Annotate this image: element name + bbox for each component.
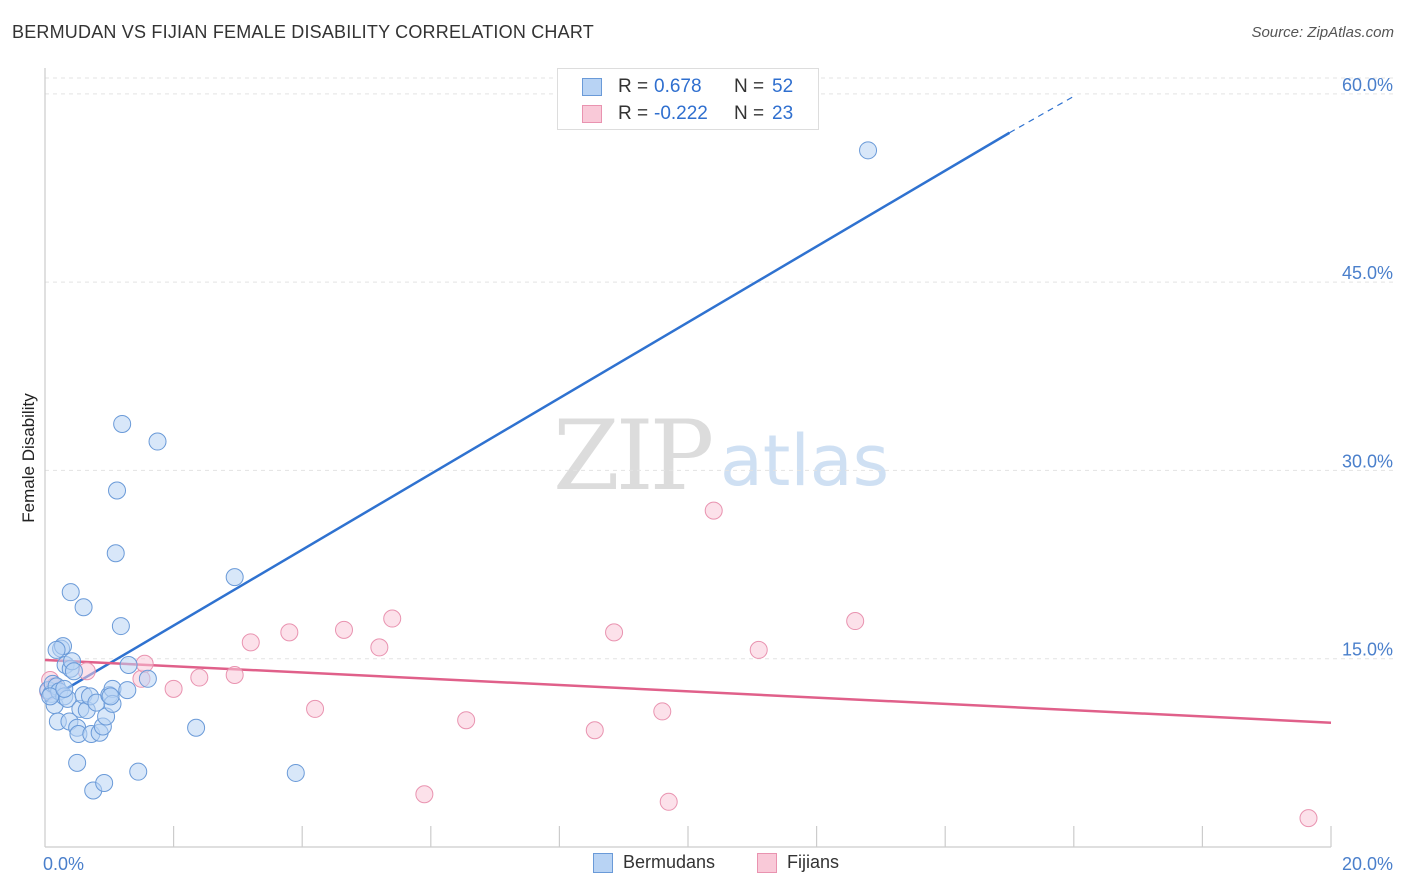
x-tick-label: 20.0% [1342,854,1393,874]
bermudan-point [111,617,130,636]
bermudans-legend-label: Bermudans [623,852,716,872]
bermudan-point [106,544,125,563]
bermudan-point [74,598,93,617]
r-label: R = [618,103,649,124]
tick-label-layer: 15.0% 30.0% 45.0% 60.0% 0.0% 20.0% [43,75,1393,874]
bermudan-trend-line [44,131,1011,703]
fijian-point [749,640,768,659]
fijians-swatch [582,105,602,123]
bermudan-point [187,718,206,737]
bermudans-legend-swatch [593,852,613,873]
chart-title: BERMUDAN VS FIJIAN FEMALE DISABILITY COR… [12,22,594,42]
fijian-point [659,792,678,811]
series-legend: Bermudans Fijians [0,852,1406,876]
fijian-point [190,668,209,687]
fijian-point [415,785,434,804]
axis-layer [44,68,1332,848]
bermudan-point [108,481,127,500]
fijian-point [704,501,723,520]
bermudan-point [47,640,66,659]
fijian-point [306,699,325,718]
fijian-point [225,666,244,685]
fijian-point [605,623,624,642]
watermark-zip: ZIP [553,400,714,512]
legend-row-fijians: R = -0.222 N = 23 [582,103,793,125]
bermudans-swatch [582,78,602,96]
bermudan-point [148,432,167,451]
fijians-legend-swatch [757,852,777,873]
bermudans-r-value: 0.678 [654,76,702,97]
fijian-point [241,633,260,652]
points-layer [39,141,1318,828]
fijians-r-value: -0.222 [654,103,708,124]
watermark-atlas: atlas [720,420,890,502]
fijian-point [383,609,402,628]
fijian-point [334,620,353,639]
bermudan-point [41,687,60,706]
fijian-point [653,702,672,721]
bermudans-n-value: 52 [772,76,794,97]
fijian-point [457,711,476,730]
n-label: N = [734,103,765,124]
source-credit: Source: ZipAtlas.com [1251,24,1394,41]
correlation-legend: R = 0.678 N = 52 R = -0.222 N = 23 [557,68,819,130]
fijians-n-value: 23 [772,103,794,124]
bermudan-point [55,679,74,698]
y-tick-label: 15.0% [1342,640,1393,660]
bermudan-trend-extension [1009,95,1075,134]
fijians-legend-label: Fijians [787,852,840,872]
bermudan-point [859,141,878,160]
y-tick-label: 45.0% [1342,263,1393,283]
fijian-point [280,623,299,642]
bermudan-point [64,662,83,681]
bermudan-point [101,687,120,706]
bermudan-point [61,583,80,602]
fijian-point [370,638,389,657]
bermudan-point [118,681,137,700]
fijian-point [164,679,183,698]
y-tick-label: 30.0% [1342,451,1393,471]
bermudan-point [129,762,148,781]
fijian-point [1299,809,1318,828]
bermudan-point [138,669,157,688]
legend-row-bermudans: R = 0.678 N = 52 [582,76,793,98]
bermudan-point [95,773,114,792]
bermudan-point [286,763,305,782]
fijian-point [846,612,865,631]
n-label: N = [734,76,765,97]
grid-layer [45,77,1395,660]
y-tick-label: 60.0% [1342,75,1393,95]
legend-item-fijians: Fijians [757,852,839,873]
bermudan-point [119,655,138,674]
bermudan-point [225,568,244,587]
fijian-point [585,721,604,740]
legend-item-bermudans: Bermudans [593,852,715,873]
x-tick-label: 0.0% [43,854,84,874]
fijian-trend-line [44,658,1332,724]
trend-layer [44,95,1332,724]
fijian-point [135,654,154,673]
bermudan-point [68,753,87,772]
r-label: R = [618,76,649,97]
bermudan-point [113,414,132,433]
